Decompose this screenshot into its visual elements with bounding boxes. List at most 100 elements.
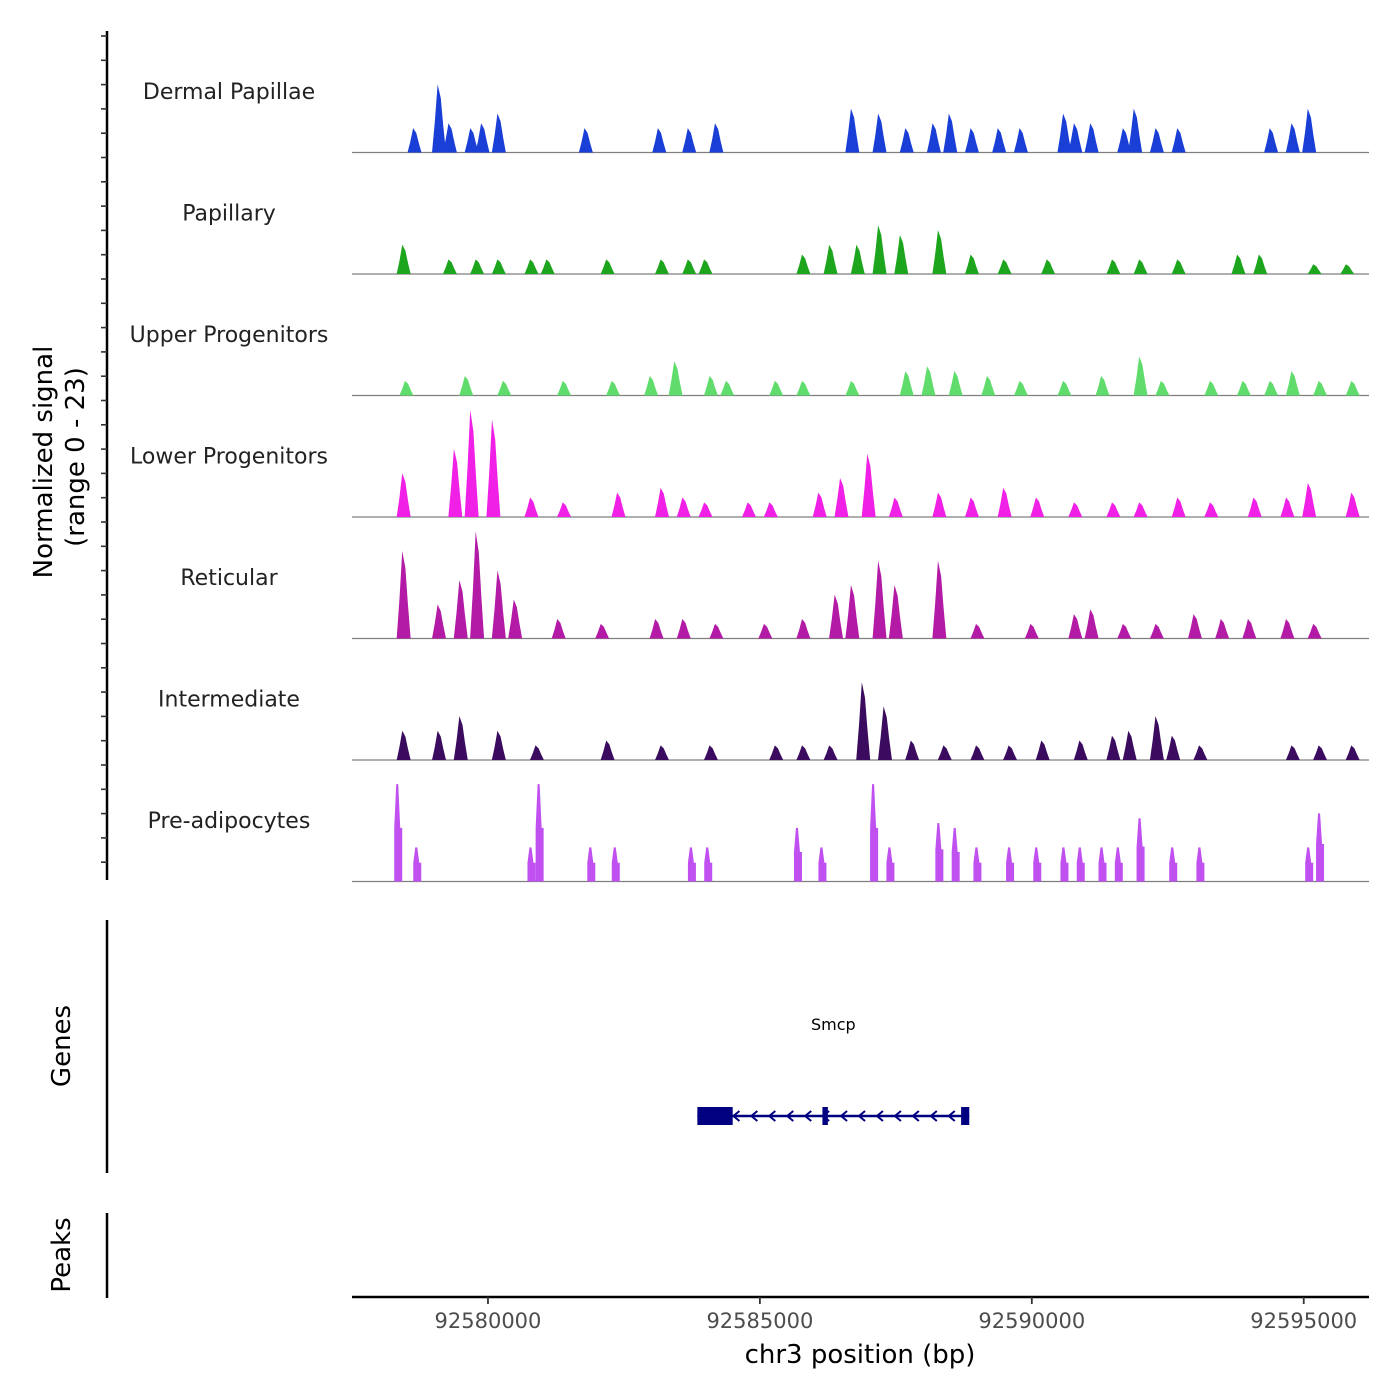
- signal-peak: [886, 847, 895, 882]
- signal-peak: [464, 409, 479, 517]
- signal-peak: [970, 623, 985, 639]
- signal-peak: [611, 492, 626, 517]
- strand-arrow: [857, 1110, 866, 1122]
- signal-peak: [682, 128, 697, 153]
- signal-peak: [926, 123, 941, 153]
- signal-peak: [1253, 254, 1268, 274]
- signal-peak: [877, 706, 892, 760]
- signal-peak: [758, 623, 773, 639]
- signal-peak: [470, 259, 485, 274]
- signal-peak: [1041, 259, 1056, 274]
- signal-peak: [704, 847, 713, 882]
- x-axis: 92580000 92585000 92590000 92595000: [352, 1295, 1369, 1333]
- signal-peak: [1280, 619, 1295, 639]
- genes-axis-title: Genes: [47, 1005, 77, 1087]
- signal-tracks: Dermal Papillae Papillary Upper Progenitor…: [130, 80, 1369, 883]
- signal-peak: [432, 604, 447, 639]
- signal-peak: [834, 478, 849, 517]
- signal-peak: [796, 745, 811, 760]
- signal-peak: [600, 740, 615, 760]
- x-tick-label: 92595000: [1250, 1309, 1357, 1333]
- signal-peak: [442, 123, 457, 153]
- signal-peak: [1345, 380, 1360, 396]
- signal-peak: [1264, 380, 1279, 396]
- signal-peak: [470, 531, 485, 639]
- signal-peak: [491, 113, 506, 153]
- strand-arrow: [875, 1110, 884, 1122]
- signal-peak: [1204, 502, 1219, 517]
- signal-peak: [769, 745, 784, 760]
- gene-label: Smcp: [811, 1015, 856, 1034]
- signal-peak: [508, 599, 523, 639]
- peaks-axis-title: Peaks: [47, 1217, 77, 1292]
- signal-peak: [932, 560, 947, 639]
- signal-peak: [796, 380, 811, 396]
- signal-peak: [551, 619, 566, 639]
- track-label: Reticular: [180, 566, 278, 591]
- signal-peak: [1313, 380, 1328, 396]
- strand-arrow: [731, 1110, 741, 1122]
- strand-arrow: [839, 1110, 848, 1122]
- signal-peak: [1133, 502, 1148, 517]
- signal-peak: [1171, 259, 1186, 274]
- signal-peak: [529, 745, 544, 760]
- signal-peak: [935, 823, 944, 882]
- x-tick-label: 92585000: [706, 1309, 813, 1333]
- signal-peak: [793, 827, 802, 882]
- signal-peak: [818, 847, 827, 882]
- signal-peak: [888, 497, 903, 517]
- track-label: Papillary: [182, 202, 276, 227]
- signal-peak: [698, 259, 713, 274]
- signal-peak: [872, 560, 887, 639]
- signal-peak: [1204, 380, 1219, 396]
- track-dermal-papillae: Dermal Papillae: [143, 80, 1369, 154]
- signal-peak: [1149, 623, 1164, 639]
- gene-exon: [961, 1107, 970, 1125]
- signal-peak: [1068, 614, 1083, 639]
- signal-peak: [948, 371, 963, 396]
- signal-peak: [856, 682, 871, 760]
- signal-peak: [720, 380, 735, 396]
- signal-peak: [823, 244, 838, 274]
- signal-peak: [1106, 502, 1121, 517]
- signal-peak: [432, 730, 447, 760]
- signal-peak: [850, 244, 865, 274]
- signal-peak: [1084, 123, 1099, 153]
- genes-panel: Genes Smcp: [47, 920, 970, 1173]
- track-papillary: Papillary: [182, 202, 1369, 275]
- signal-peak: [992, 128, 1007, 153]
- signal-peak: [453, 716, 468, 760]
- signal-peak: [535, 784, 544, 882]
- strand-arrow: [893, 1110, 902, 1122]
- signal-peak: [557, 380, 572, 396]
- signal-peak: [1035, 740, 1050, 760]
- signal-peak: [600, 259, 615, 274]
- track-label: Upper Progenitors: [130, 323, 329, 348]
- signal-axis-title: Normalized signal: [29, 346, 59, 579]
- gene-smcp: Smcp: [697, 1015, 970, 1125]
- signal-peak: [524, 497, 539, 517]
- signal-peak: [491, 570, 506, 639]
- signal-peak: [932, 230, 947, 274]
- signal-peak: [491, 259, 506, 274]
- track-upper-progenitors: Upper Progenitors: [130, 323, 1369, 397]
- signal-peak: [676, 497, 691, 517]
- signal-peak: [845, 380, 860, 396]
- signal-peak: [1305, 847, 1314, 882]
- signal-peak: [872, 113, 887, 153]
- signal-peak: [1285, 745, 1300, 760]
- signal-peak: [1030, 497, 1045, 517]
- track-reticular: Reticular: [180, 531, 1369, 640]
- track-label: Lower Progenitors: [130, 445, 328, 470]
- signal-peak: [1057, 113, 1072, 153]
- signal-peak: [1122, 730, 1137, 760]
- signal-peak: [1133, 259, 1148, 274]
- signal-peak: [845, 584, 860, 639]
- signal-peak: [527, 847, 536, 882]
- signal-peak: [557, 502, 572, 517]
- signal-peak: [1084, 609, 1099, 639]
- signal-peak: [964, 254, 979, 274]
- track-label: Dermal Papillae: [143, 80, 315, 105]
- signal-peak: [698, 502, 713, 517]
